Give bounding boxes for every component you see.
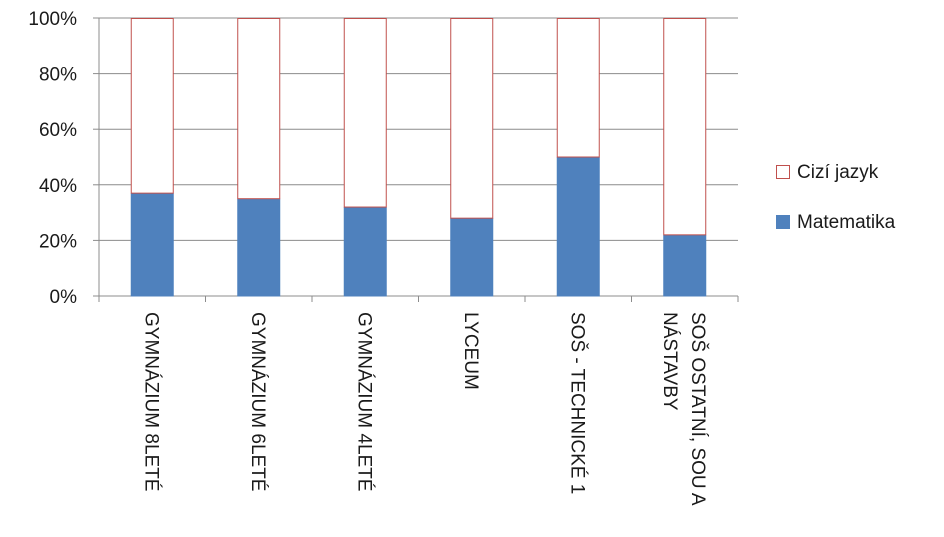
y-tick-label: 40% [39,176,77,197]
bar-segment-matematika [237,198,281,297]
x-category-label-line: SOŠ OSTATNÍ, SOU A [687,312,709,506]
bar-segment-ciz-jazyk [556,18,600,158]
bar-segment-ciz-jazyk [663,18,707,236]
bar-segment-matematika [343,207,387,297]
y-tick-label: 80% [39,65,77,86]
x-category-label: GYMNÁZIUM 8LETÉ [140,312,161,491]
bar-segment-ciz-jazyk [450,18,494,219]
bar-segment-ciz-jazyk [130,18,174,194]
bar-segment-matematika [130,193,174,297]
x-category-label-line: LYCEUM [460,312,481,390]
gridlines [99,17,738,241]
x-category-label: SOŠ OSTATNÍ, SOU A NÁSTAVBY [659,312,709,506]
legend-swatch [776,215,790,229]
legend-label: Cizí jazyk [797,162,879,183]
bar-segment-ciz-jazyk [343,18,387,208]
x-category-label: LYCEUM [460,312,481,390]
y-tick-labels: 0% 20% 40% 60% 80% 100% [28,9,77,308]
bar-segment-matematika [556,157,600,297]
x-category-label-line: GYMNÁZIUM 4LETÉ [353,312,374,491]
legend: Cizí jazyk Matematika [776,162,896,233]
x-category-label: GYMNÁZIUM 6LETÉ [247,312,268,491]
x-category-label-line: NÁSTAVBY [659,312,680,411]
x-category-labels: GYMNÁZIUM 8LETÉ GYMNÁZIUM 6LETÉ GYMNÁZIUM … [140,312,709,506]
x-category-label: GYMNÁZIUM 4LETÉ [353,312,374,491]
x-category-label-line: GYMNÁZIUM 6LETÉ [247,312,268,491]
legend-swatch [776,165,790,179]
y-tick-label: 0% [50,287,78,308]
y-tick-label: 20% [39,231,77,252]
bars [130,18,707,297]
legend-label: Matematika [797,212,896,233]
y-tick-label: 100% [28,9,77,30]
y-tick-label: 60% [39,120,77,141]
x-category-label-line: SOŠ - TECHNICKÉ 1 [566,312,588,494]
axes [93,17,739,302]
bar-segment-ciz-jazyk [237,18,281,200]
bar-segment-matematika [663,234,707,297]
x-category-label: SOŠ - TECHNICKÉ 1 [566,312,588,494]
x-category-label-line: GYMNÁZIUM 8LETÉ [140,312,161,491]
bar-segment-matematika [450,218,494,297]
